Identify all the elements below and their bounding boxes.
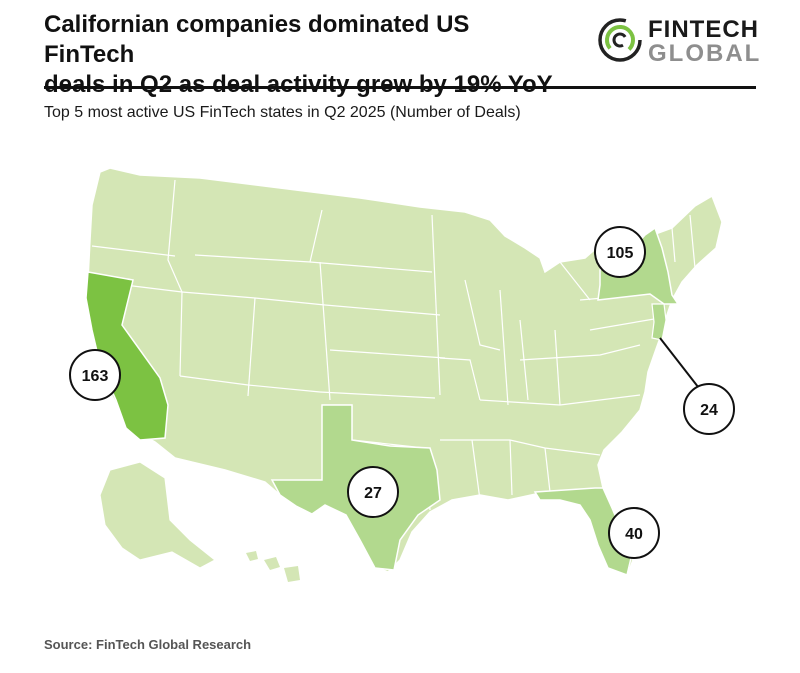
- callout-circle: [608, 507, 660, 559]
- callout-value-california: 163: [82, 368, 109, 385]
- callout-florida: 40: [608, 507, 660, 559]
- callout-value-new-york: 105: [607, 245, 634, 262]
- title-line-1: Californian companies dominated US FinTe…: [44, 11, 470, 68]
- callout-circle: [594, 226, 646, 278]
- callout-circle: [683, 383, 735, 435]
- callout-value-texas: 27: [364, 485, 382, 502]
- state-alaska: [99, 461, 217, 569]
- state-hawaii: [246, 551, 300, 582]
- page-title: Californian companies dominated US FinTe…: [44, 10, 564, 100]
- header-divider: [44, 86, 756, 89]
- logo-text-global: GLOBAL: [648, 40, 762, 67]
- map-subtitle: Top 5 most active US FinTech states in Q…: [44, 104, 521, 121]
- callout-circle: [347, 466, 399, 518]
- callout-new-jersey: 24: [683, 383, 735, 435]
- callout-texas: 27: [347, 466, 399, 518]
- callout-new-york: 105: [594, 226, 646, 278]
- state-california: [85, 271, 169, 441]
- fintech-global-logo: FINTECH GLOBAL: [596, 12, 766, 68]
- callout-circle: [69, 349, 121, 401]
- state-new-jersey: [651, 303, 667, 341]
- title-line-2: deals in Q2 as deal activity grew by 19%…: [44, 71, 553, 98]
- callout-value-new-jersey: 24: [700, 402, 718, 419]
- source-note: Source: FinTech Global Research: [44, 637, 252, 652]
- logo-text-fintech: FINTECH: [648, 16, 759, 43]
- callout-california: 163: [69, 349, 121, 401]
- callout-value-florida: 40: [625, 526, 643, 543]
- new-jersey-leader-line: [659, 337, 703, 393]
- us-map: 163 105 40 27 24: [69, 167, 735, 582]
- state-florida: [533, 487, 632, 576]
- logo-rings-icon: [598, 18, 642, 62]
